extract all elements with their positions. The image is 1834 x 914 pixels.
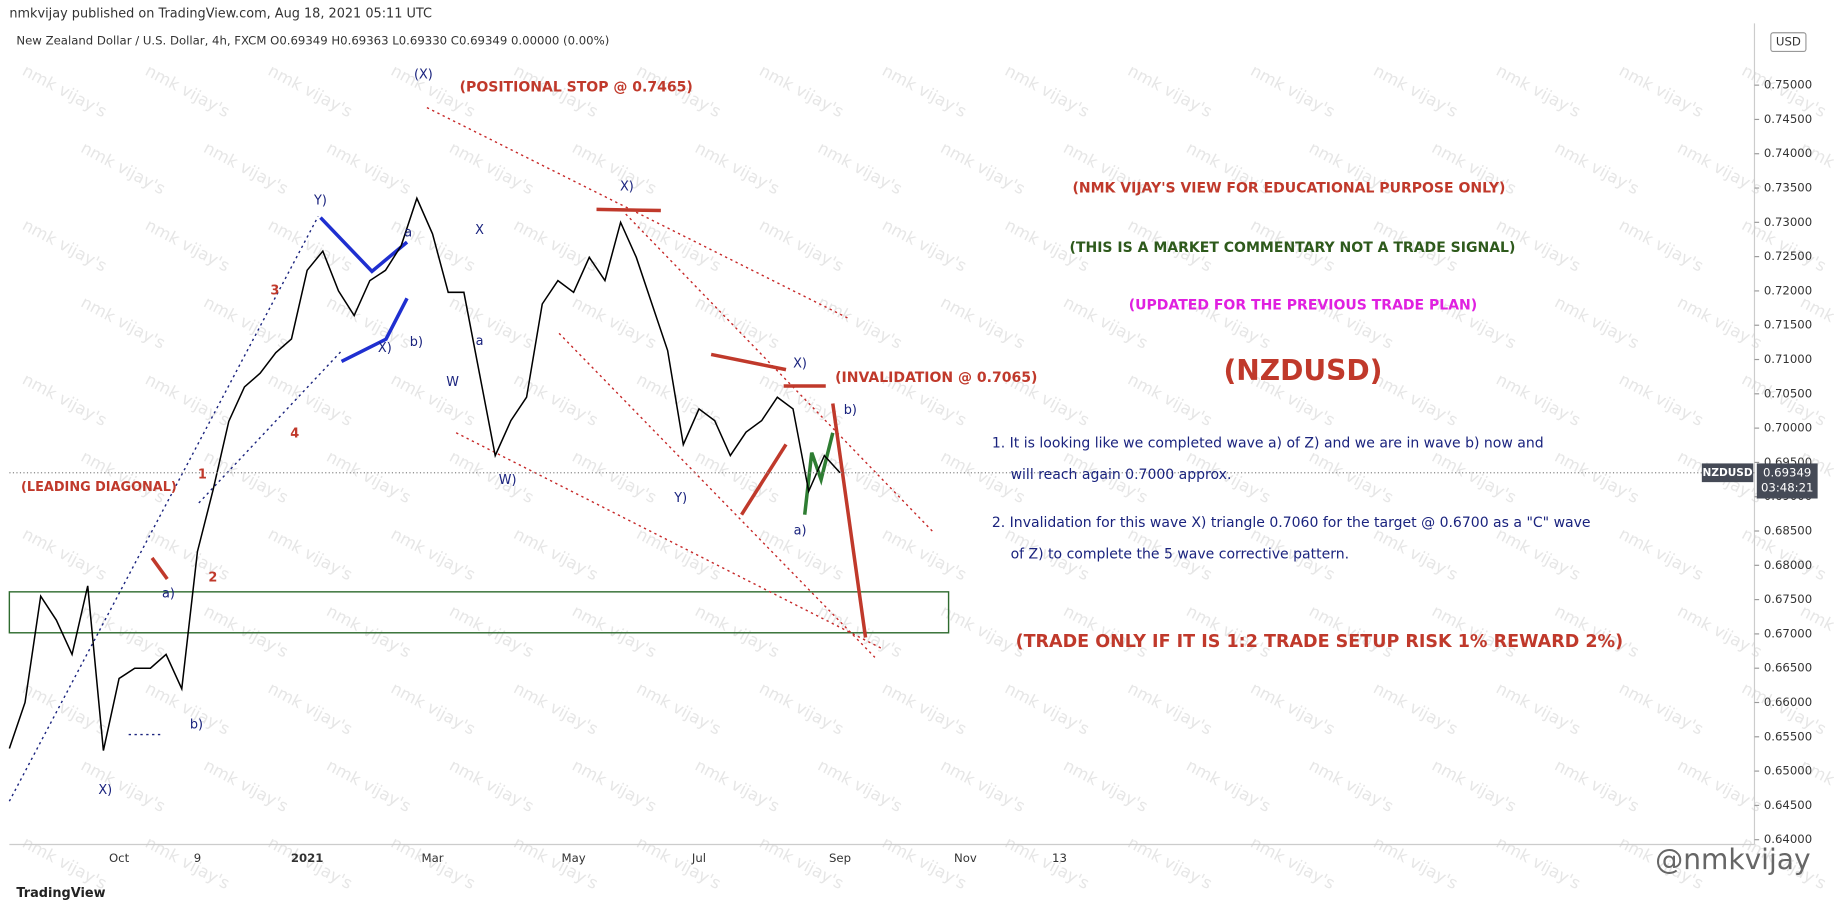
x-tick-label: Nov (954, 851, 977, 865)
wave-label: b) (190, 718, 203, 733)
wave-label: 4 (290, 426, 299, 441)
y-tick-label: 0.64000 (1764, 832, 1812, 846)
blue-waves (319, 216, 409, 363)
wave-label: Y) (313, 194, 327, 209)
annotation: (TRADE ONLY IF IT IS 1:2 TRADE SETUP RIS… (1016, 632, 1624, 652)
wave-label: 3 (270, 284, 279, 299)
wave-label: 1 (198, 467, 207, 482)
wave-label: X) (620, 180, 634, 195)
annotation: of Z) to complete the 5 wave corrective … (1011, 546, 1349, 562)
wave-label: a) (162, 587, 175, 602)
x-tick-label: 13 (1052, 851, 1067, 865)
y-tick-label: 0.68500 (1764, 524, 1812, 538)
y-tick-label: 0.67500 (1764, 592, 1812, 606)
y-tick-label: 0.72500 (1764, 249, 1812, 263)
green-wave (802, 432, 835, 515)
wave-label: b) (410, 335, 423, 350)
y-tick-label: 0.71500 (1764, 318, 1812, 332)
target-zone (8, 591, 950, 634)
annotation: will reach again 0.7000 approx. (1011, 467, 1232, 483)
wave-label: W) (499, 473, 517, 488)
blue-channels (8, 216, 343, 802)
y-tick-label: 0.73000 (1764, 215, 1812, 229)
price-value: 0.69349 (1763, 465, 1811, 479)
x-tick-label: Mar (422, 851, 444, 865)
price-line (8, 196, 841, 751)
x-tick-label: Sep (829, 851, 851, 865)
currency: USD (1776, 35, 1801, 49)
wave-label: a (404, 225, 412, 240)
y-tick-label: 0.66500 (1764, 661, 1812, 675)
annotation: 2. Invalidation for this wave X) triangl… (992, 515, 1591, 531)
y-tick-label: 0.74000 (1764, 146, 1812, 160)
x-tick-label: May (562, 851, 586, 865)
y-tick-label: 0.70500 (1764, 386, 1812, 400)
annotation: (NZDUSD) (1223, 354, 1382, 387)
x-tick-label: 2021 (291, 851, 324, 865)
wave-label: b) (844, 403, 857, 418)
symbol-label: NZDUSD (1703, 467, 1753, 479)
price-box (1756, 463, 1818, 499)
x-tick-label: Jul (691, 851, 706, 865)
y-tick-label: 0.66000 (1764, 695, 1812, 709)
annotation: 1. It is looking like we completed wave … (992, 435, 1544, 451)
annotation: (NMK VIJAY'S VIEW FOR EDUCATIONAL PURPOS… (1072, 180, 1505, 196)
wave-label: X (475, 223, 484, 238)
symbol-box (1701, 463, 1754, 483)
x-tick-label: 9 (194, 851, 201, 865)
y-tick-label: 0.64500 (1764, 798, 1812, 812)
x-tick-label: Oct (109, 851, 130, 865)
y-tick-label: 0.67000 (1764, 626, 1812, 640)
wave-label: a) (794, 524, 807, 539)
y-tick-label: 0.74500 (1764, 112, 1812, 126)
y-tick-label: 0.65000 (1764, 764, 1812, 778)
tv-logo: TradingView (16, 886, 105, 901)
annotation: (POSITIONAL STOP @ 0.7465) (460, 80, 693, 96)
handle: @nmkvijay (1655, 843, 1810, 876)
wave-label: Y) (673, 491, 687, 506)
annotation: (LEADING DIAGONAL) (21, 480, 177, 495)
symbol-line: New Zealand Dollar / U.S. Dollar, 4h, FX… (16, 33, 609, 47)
y-tick-label: 0.72000 (1764, 283, 1812, 297)
wave-label: X) (793, 356, 807, 371)
red-channels (426, 106, 934, 658)
red-waves (150, 207, 868, 638)
wave-label: 2 (208, 570, 217, 585)
wave-label: X) (378, 341, 392, 356)
y-tick-label: 0.73500 (1764, 181, 1812, 195)
wave-label: W (446, 375, 459, 390)
countdown: 03:48:21 (1761, 480, 1814, 494)
annotation: (THIS IS A MARKET COMMENTARY NOT A TRADE… (1070, 240, 1516, 256)
wave-label: a (476, 334, 484, 349)
y-tick-label: 0.68000 (1764, 558, 1812, 572)
y-tick-label: 0.71000 (1764, 352, 1812, 366)
y-tick-label: 0.70000 (1764, 421, 1812, 435)
currency-box (1770, 32, 1807, 53)
wave-label: (X) (414, 67, 433, 82)
y-tick-label: 0.65500 (1764, 729, 1812, 743)
annotation: (UPDATED FOR THE PREVIOUS TRADE PLAN) (1129, 297, 1477, 313)
wave-label: X) (98, 783, 112, 798)
annotation: (INVALIDATION @ 0.7065) (835, 370, 1037, 386)
y-tick-label: 0.75000 (1764, 78, 1812, 92)
publisher: nmkvijay published on TradingView.com, A… (9, 7, 432, 22)
